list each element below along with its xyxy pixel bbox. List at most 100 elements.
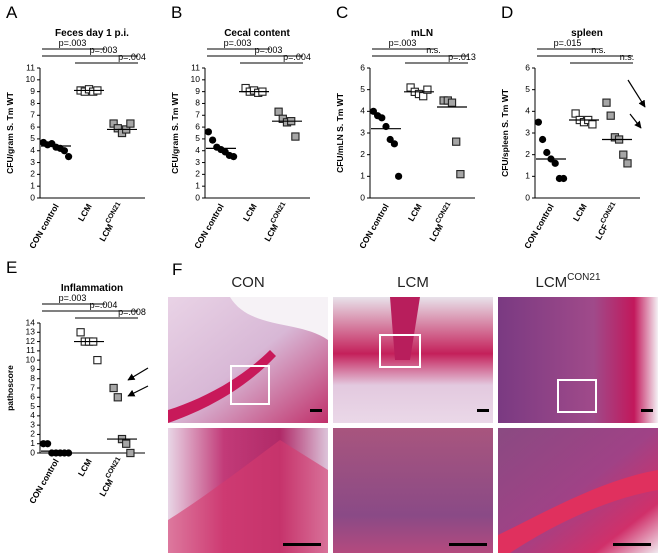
category-name: CON control	[522, 202, 556, 250]
y-tick-label: 3	[525, 127, 530, 137]
category-name: LCM	[97, 222, 115, 243]
y-tick-label: 9	[30, 364, 35, 374]
chart-title: Cecal content	[224, 28, 290, 39]
data-point	[419, 92, 428, 101]
y-tick-label: 8	[195, 98, 200, 108]
category-name: LCM	[262, 222, 280, 243]
y-tick-label: 6	[30, 392, 35, 402]
category-name: LCM	[571, 202, 589, 223]
x-tick-label: CON control	[27, 457, 61, 505]
chart-title: Feces day 1 p.i.	[55, 28, 129, 39]
data-point	[122, 439, 131, 448]
data-point	[109, 383, 118, 393]
data-point	[606, 111, 615, 120]
y-tick-label: 2	[525, 149, 530, 159]
significance-label: p=.013	[448, 52, 476, 62]
data-point	[571, 109, 580, 118]
data-point	[209, 136, 217, 144]
category-name: LCM	[97, 477, 115, 498]
data-point	[623, 159, 632, 168]
y-tick-label: 4	[525, 106, 530, 116]
zoom-box	[230, 365, 270, 405]
panel-letter: D	[501, 3, 513, 22]
data-point	[423, 85, 432, 94]
data-point	[109, 119, 118, 128]
category-name: LCM	[241, 202, 259, 223]
column-superscript: CON21	[567, 272, 601, 283]
y-tick-label: 10	[191, 74, 201, 84]
category-name: LCM	[406, 202, 424, 223]
significance-label: n.s.	[591, 45, 606, 55]
scale-bar	[310, 409, 322, 412]
data-point	[452, 137, 461, 146]
category-superscript: CON21	[435, 201, 453, 225]
category-name: LCM	[76, 202, 94, 223]
histology-panel: F CON LCM LCMCON21	[168, 260, 658, 553]
chart-title: Inflammation	[61, 283, 123, 294]
x-tick-label: LCMCON21	[95, 201, 126, 243]
image-lumen	[230, 297, 328, 340]
data-point	[551, 159, 559, 167]
chart-title: spleen	[571, 28, 603, 39]
x-tick-label: LCM	[76, 202, 94, 223]
arrows	[127, 79, 646, 397]
category-name: LCM	[427, 222, 445, 243]
y-tick-label: 11	[26, 345, 35, 355]
y-tick-label: 0	[195, 192, 200, 202]
y-tick-label: 5	[525, 84, 530, 94]
arrow	[127, 385, 149, 397]
chart-title: mLN	[411, 28, 433, 39]
y-tick-label: 8	[30, 98, 35, 108]
category-name: CON control	[357, 202, 391, 250]
y-tick-label: 9	[195, 86, 200, 96]
category-name: LCM	[76, 457, 94, 478]
x-tick-label: CON control	[192, 202, 226, 250]
data-point	[274, 107, 283, 116]
y-tick-label: 3	[195, 157, 200, 167]
significance-label: p=.003	[255, 45, 283, 55]
image-tissue	[390, 297, 420, 360]
significance-label: n.s.	[426, 45, 441, 55]
data-point	[456, 170, 465, 179]
data-point	[406, 83, 415, 92]
y-tick-label: 5	[30, 133, 35, 143]
category-superscript: CON21	[600, 201, 618, 225]
y-tick-label: 6	[525, 62, 530, 72]
data-point	[560, 174, 568, 183]
y-tick-label: 6	[30, 121, 35, 131]
category-name: CON control	[27, 457, 61, 505]
x-tick-label: LCMCON21	[95, 456, 126, 498]
y-axis-label: CFU/spleen S. Tm WT	[500, 88, 510, 177]
data-point	[543, 148, 551, 157]
arrow	[127, 367, 149, 381]
significance-label: n.s.	[620, 52, 635, 62]
significance-label: p=.008	[118, 307, 146, 317]
x-tick-label: LCMCON21	[425, 201, 456, 243]
significance-label: p=.003	[224, 38, 252, 48]
x-tick-label: LCMCON21	[260, 201, 291, 243]
x-tick-label: LCM	[241, 202, 259, 223]
data-point	[619, 150, 628, 159]
column-title: CON	[231, 274, 264, 291]
x-tick-label: LCFCON21	[591, 201, 621, 242]
y-tick-label: 1	[30, 438, 35, 448]
arrow	[627, 79, 646, 108]
data-point	[390, 140, 398, 148]
data-point	[204, 128, 212, 136]
data-point	[60, 147, 68, 155]
significance-label: p=.004	[283, 52, 311, 62]
y-tick-label: 9	[30, 86, 35, 96]
x-tick-label: LCM	[571, 202, 589, 223]
y-tick-label: 11	[26, 62, 35, 72]
image-tissue	[168, 350, 276, 423]
y-tick-label: 11	[191, 62, 200, 72]
y-tick-label: 3	[360, 127, 365, 137]
y-tick-label: 2	[195, 169, 200, 179]
category-superscript: CON21	[105, 201, 123, 225]
x-tick-label: CON control	[522, 202, 556, 250]
data-point	[65, 449, 73, 457]
y-tick-label: 4	[30, 410, 35, 420]
data-point	[65, 153, 73, 161]
y-axis-label: pathoscore	[5, 365, 15, 411]
